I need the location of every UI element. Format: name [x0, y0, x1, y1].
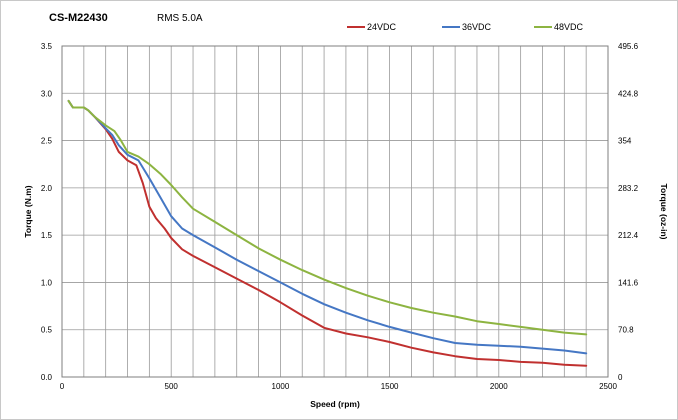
y-tick-label: 0.0: [41, 373, 53, 382]
chart-subtitle: RMS 5.0A: [157, 13, 203, 24]
legend-item-48vdc: 48VDC: [534, 22, 584, 32]
y-tick-label: 0.5: [41, 326, 53, 335]
y-tick-label: 1.0: [41, 278, 53, 287]
x-tick-label: 1000: [272, 382, 290, 391]
y2-tick-label: 0: [618, 373, 623, 382]
plot-border: [61, 45, 609, 378]
y2-tick-label: 70.8: [618, 326, 634, 335]
x-axis-title: Speed (rpm): [310, 399, 360, 409]
x-tick-label: 2500: [599, 382, 617, 391]
chart-title: CS-M22430: [49, 12, 108, 24]
y-tick-label: 1.5: [41, 231, 53, 240]
y2-tick-label: 424.8: [618, 89, 639, 98]
legend-label: 36VDC: [462, 22, 492, 32]
y2-tick-label: 495.6: [618, 42, 639, 51]
legend-item-36vdc: 36VDC: [442, 22, 492, 32]
y2-tick-label: 212.4: [618, 231, 639, 240]
x-tick-label: 2000: [490, 382, 508, 391]
legend-label: 24VDC: [367, 22, 397, 32]
series-line-48vdc: [67, 99, 588, 336]
legend-label: 48VDC: [554, 22, 584, 32]
y-tick-label: 2.0: [41, 184, 53, 193]
y-tick-label: 3.0: [41, 89, 53, 98]
y-tick-label: 2.5: [41, 137, 53, 146]
x-tick-label: 0: [60, 382, 65, 391]
y2-tick-label: 354: [618, 137, 632, 146]
x-tick-label: 1500: [381, 382, 399, 391]
y-axis-title: Torque (N.m): [23, 185, 33, 237]
y2-tick-label: 283.2: [618, 184, 639, 193]
y-tick-label: 3.5: [41, 42, 53, 51]
y2-axis-title: Torque (oz-in): [659, 183, 669, 239]
series-line-36vdc: [67, 99, 588, 355]
legend-item-24vdc: 24VDC: [347, 22, 397, 32]
x-tick-label: 500: [165, 382, 179, 391]
y2-tick-label: 141.6: [618, 278, 639, 287]
